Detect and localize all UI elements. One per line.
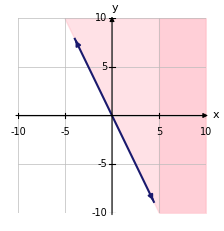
Text: -10: -10 [10,127,26,137]
Text: 5: 5 [156,127,162,137]
Text: -5: -5 [97,159,107,169]
Text: 10: 10 [95,13,107,24]
Text: -5: -5 [60,127,70,137]
Text: y: y [112,3,118,13]
Text: 10: 10 [200,127,212,137]
Text: -10: -10 [92,207,107,218]
Text: x: x [213,110,219,121]
Text: 5: 5 [101,62,107,72]
